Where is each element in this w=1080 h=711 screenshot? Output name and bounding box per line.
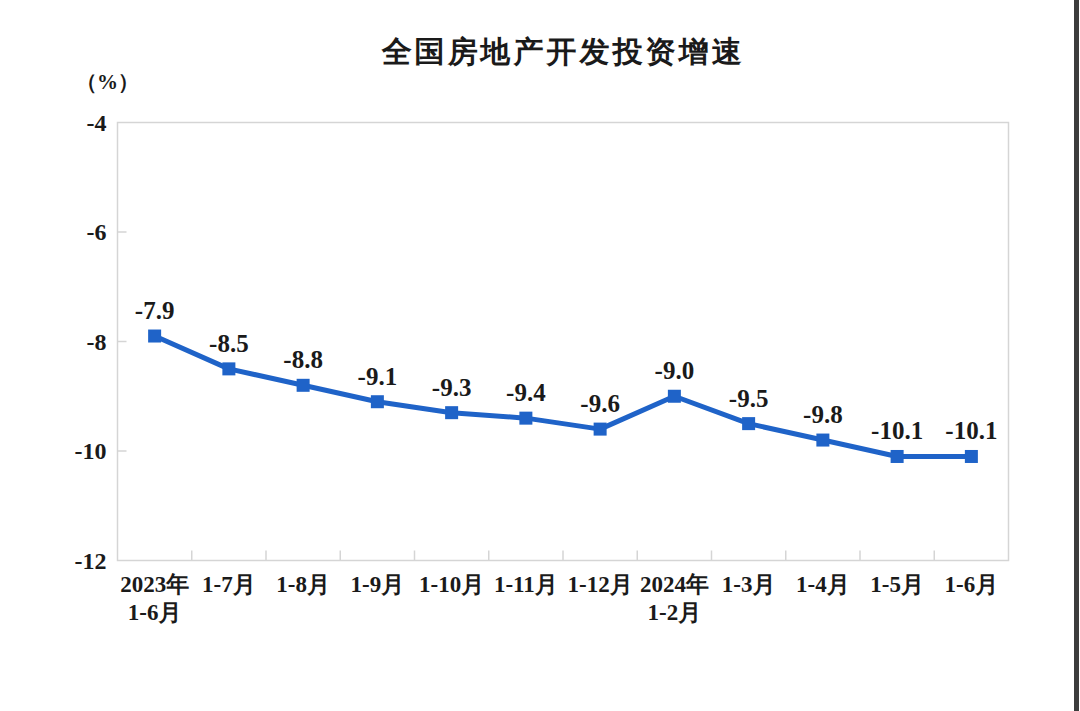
data-line [155,336,972,456]
data-point-marker [891,450,904,463]
data-point-label: -9.1 [358,363,398,390]
x-tick-label: 1-5月 [870,572,924,597]
y-tick-label: -12 [75,548,107,574]
x-tick-label: 1-8月 [276,572,330,597]
data-point-marker [445,406,458,419]
line-chart: -4 -6 -8 -10 -12 2023年1-6月 1-7月 1-8月 1-9月 1-10月 1-… [0,0,1080,711]
data-point-label: -9.4 [506,379,546,406]
x-tick-label: 2024年1-2月 [640,572,709,625]
window-right-edge [1074,0,1079,711]
data-point-label: -9.8 [803,401,843,428]
data-point-marker [965,450,978,463]
data-point-marker [816,434,829,447]
x-tick-label: 1-4月 [796,572,850,597]
x-tick-label: 1-12月 [568,572,633,597]
data-point-marker [222,362,235,375]
y-tick-label: -8 [87,329,107,355]
data-point-marker [148,330,161,343]
data-point-marker [594,423,607,436]
data-point-label: -10.1 [871,417,923,444]
data-point-marker [519,412,532,425]
data-point-label: -9.5 [729,385,769,412]
x-tick-label: 1-7月 [202,572,256,597]
plot-area-border [118,123,1009,561]
x-tick-label: 1-10月 [419,572,484,597]
data-point-label: -8.5 [209,330,249,357]
x-tick-label: 2023年1-6月 [120,572,189,625]
chart-page: 全国房地产开发投资增速 （%） -4-6-8-10-122023年1-6月1-7… [0,0,1080,711]
x-tick-label: 1-9月 [351,572,405,597]
x-tick-label: 1-11月 [494,572,558,597]
y-tick-label: -10 [75,438,107,464]
y-tick-label: -6 [87,219,107,245]
data-point-label: -9.3 [432,374,472,401]
x-tick-label: 1-3月 [722,572,776,597]
data-point-label: -9.0 [655,357,695,384]
x-tick-label: 1-6月 [945,572,999,597]
data-point-label: -8.8 [283,346,323,373]
data-point-marker [297,379,310,392]
data-point-label: -7.9 [135,297,175,324]
data-point-marker [371,395,384,408]
data-point-label: -9.6 [580,390,620,417]
y-tick-label: -4 [87,110,107,136]
data-point-label: -10.1 [945,417,997,444]
data-point-marker [668,390,681,403]
data-point-marker [742,417,755,430]
